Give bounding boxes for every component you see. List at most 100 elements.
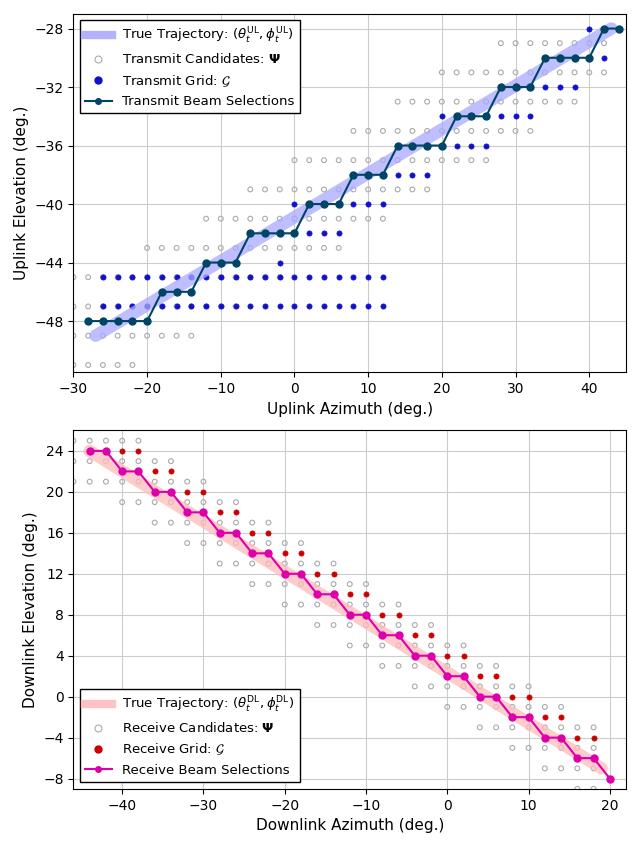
Point: [363, 168, 373, 181]
Point: [289, 300, 300, 313]
Point: [182, 536, 193, 550]
Point: [101, 434, 111, 447]
Point: [377, 598, 387, 612]
Point: [599, 36, 609, 50]
Point: [117, 454, 127, 468]
Point: [186, 329, 196, 342]
Point: [230, 270, 241, 284]
Point: [588, 731, 598, 745]
Point: [166, 454, 176, 468]
Point: [319, 153, 329, 167]
Point: [345, 588, 355, 601]
Point: [588, 761, 598, 775]
Point: [198, 536, 209, 550]
Point: [319, 241, 329, 255]
Point: [451, 153, 461, 167]
Point: [231, 526, 241, 540]
Point: [201, 300, 211, 313]
Point: [113, 270, 123, 284]
Point: [260, 300, 270, 313]
Point: [83, 270, 93, 284]
Point: [540, 65, 550, 79]
Point: [345, 639, 355, 652]
Point: [525, 95, 536, 108]
Point: [442, 669, 452, 683]
Point: [394, 608, 404, 622]
Point: [442, 649, 452, 662]
Point: [491, 721, 501, 734]
Point: [363, 212, 373, 225]
Point: [348, 197, 358, 211]
Point: [481, 95, 492, 108]
Point: [394, 618, 404, 632]
Point: [361, 618, 371, 632]
Point: [328, 598, 339, 612]
Point: [426, 659, 436, 673]
Point: [296, 578, 306, 591]
Point: [304, 270, 314, 284]
Point: [150, 516, 160, 529]
Point: [588, 741, 598, 755]
Point: [508, 721, 518, 734]
Point: [68, 475, 79, 489]
Point: [214, 516, 225, 529]
Point: [363, 300, 373, 313]
Point: [524, 721, 534, 734]
Point: [348, 212, 358, 225]
Point: [172, 300, 182, 313]
Point: [216, 300, 226, 313]
Point: [556, 711, 566, 724]
Point: [264, 536, 274, 550]
Point: [407, 153, 417, 167]
Point: [157, 270, 167, 284]
Point: [511, 65, 521, 79]
Point: [275, 183, 285, 197]
Point: [247, 556, 257, 570]
Point: [475, 679, 485, 693]
Point: [451, 125, 461, 138]
Point: [410, 639, 420, 652]
Point: [264, 546, 274, 560]
Point: [496, 95, 506, 108]
Point: [422, 125, 432, 138]
Point: [410, 649, 420, 662]
Y-axis label: Downlink Elevation (deg.): Downlink Elevation (deg.): [22, 512, 38, 708]
Point: [451, 139, 461, 152]
Point: [172, 241, 182, 255]
Point: [451, 95, 461, 108]
Point: [275, 241, 285, 255]
Point: [392, 125, 403, 138]
Point: [245, 241, 255, 255]
Point: [556, 741, 566, 755]
Point: [101, 444, 111, 457]
Point: [182, 475, 193, 489]
Point: [556, 731, 566, 745]
Point: [264, 578, 274, 591]
Point: [348, 168, 358, 181]
Point: [481, 153, 492, 167]
Point: [555, 80, 565, 94]
Point: [392, 183, 403, 197]
Point: [333, 241, 344, 255]
Point: [394, 659, 404, 673]
Point: [289, 197, 300, 211]
Point: [247, 546, 257, 560]
Point: [296, 567, 306, 580]
Point: [333, 300, 344, 313]
Point: [458, 659, 468, 673]
Point: [466, 65, 476, 79]
Point: [230, 300, 241, 313]
Point: [348, 270, 358, 284]
Point: [540, 51, 550, 64]
Point: [361, 588, 371, 601]
X-axis label: Uplink Azimuth (deg.): Uplink Azimuth (deg.): [267, 401, 433, 417]
Point: [198, 485, 209, 499]
Point: [201, 270, 211, 284]
Point: [426, 628, 436, 642]
Point: [113, 300, 123, 313]
Point: [333, 197, 344, 211]
Point: [392, 168, 403, 181]
Point: [451, 65, 461, 79]
Point: [230, 300, 241, 313]
Point: [525, 109, 536, 123]
